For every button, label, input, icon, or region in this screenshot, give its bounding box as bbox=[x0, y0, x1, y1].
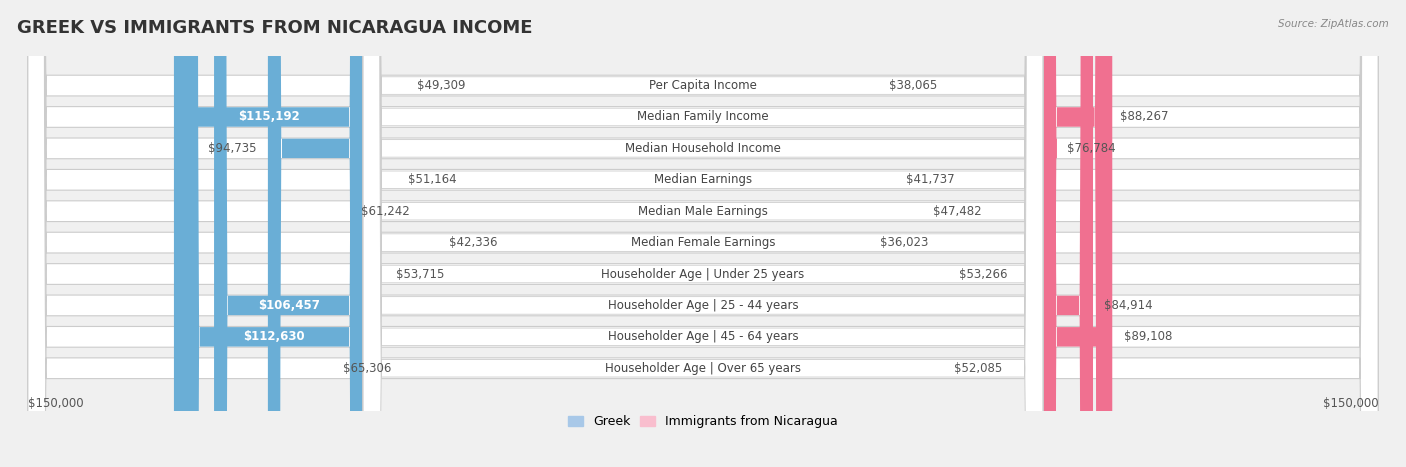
FancyBboxPatch shape bbox=[363, 0, 1043, 467]
Text: $51,164: $51,164 bbox=[408, 173, 457, 186]
Text: $42,336: $42,336 bbox=[449, 236, 498, 249]
Text: Source: ZipAtlas.com: Source: ZipAtlas.com bbox=[1278, 19, 1389, 28]
FancyBboxPatch shape bbox=[363, 0, 1043, 467]
Text: $106,457: $106,457 bbox=[257, 299, 319, 312]
FancyBboxPatch shape bbox=[28, 0, 1378, 467]
Text: Median Household Income: Median Household Income bbox=[626, 142, 780, 155]
Text: Median Earnings: Median Earnings bbox=[654, 173, 752, 186]
FancyBboxPatch shape bbox=[363, 0, 1043, 467]
FancyBboxPatch shape bbox=[28, 0, 1378, 467]
FancyBboxPatch shape bbox=[1043, 0, 1092, 467]
Text: Householder Age | Under 25 years: Householder Age | Under 25 years bbox=[602, 268, 804, 281]
Text: Median Female Earnings: Median Female Earnings bbox=[631, 236, 775, 249]
Text: Householder Age | 25 - 44 years: Householder Age | 25 - 44 years bbox=[607, 299, 799, 312]
Text: $150,000: $150,000 bbox=[1323, 396, 1378, 410]
FancyBboxPatch shape bbox=[363, 0, 1043, 467]
FancyBboxPatch shape bbox=[28, 0, 1378, 467]
Text: Householder Age | 45 - 64 years: Householder Age | 45 - 64 years bbox=[607, 330, 799, 343]
Text: $65,306: $65,306 bbox=[343, 362, 392, 375]
Text: $84,914: $84,914 bbox=[1105, 299, 1153, 312]
Text: $76,784: $76,784 bbox=[1067, 142, 1116, 155]
FancyBboxPatch shape bbox=[363, 0, 1043, 467]
FancyBboxPatch shape bbox=[28, 0, 1378, 467]
FancyBboxPatch shape bbox=[1043, 0, 1108, 467]
Text: $52,085: $52,085 bbox=[953, 362, 1002, 375]
FancyBboxPatch shape bbox=[363, 0, 1043, 467]
Text: $41,737: $41,737 bbox=[907, 173, 955, 186]
Text: $53,266: $53,266 bbox=[959, 268, 1008, 281]
FancyBboxPatch shape bbox=[214, 0, 363, 467]
FancyBboxPatch shape bbox=[28, 0, 1378, 467]
Text: $150,000: $150,000 bbox=[28, 396, 83, 410]
FancyBboxPatch shape bbox=[28, 0, 1378, 467]
FancyBboxPatch shape bbox=[186, 0, 363, 467]
Text: $115,192: $115,192 bbox=[238, 111, 299, 123]
Text: $61,242: $61,242 bbox=[361, 205, 411, 218]
Text: $36,023: $36,023 bbox=[880, 236, 928, 249]
Text: GREEK VS IMMIGRANTS FROM NICARAGUA INCOME: GREEK VS IMMIGRANTS FROM NICARAGUA INCOM… bbox=[17, 19, 533, 37]
FancyBboxPatch shape bbox=[28, 0, 1378, 467]
FancyBboxPatch shape bbox=[1042, 0, 1057, 467]
Text: $38,065: $38,065 bbox=[890, 79, 938, 92]
FancyBboxPatch shape bbox=[28, 0, 1378, 467]
FancyBboxPatch shape bbox=[1043, 0, 1112, 467]
Text: $94,735: $94,735 bbox=[208, 142, 256, 155]
Text: Per Capita Income: Per Capita Income bbox=[650, 79, 756, 92]
Text: $53,715: $53,715 bbox=[396, 268, 444, 281]
Text: $89,108: $89,108 bbox=[1123, 330, 1173, 343]
Text: $112,630: $112,630 bbox=[243, 330, 305, 343]
FancyBboxPatch shape bbox=[28, 0, 1378, 467]
Text: Median Male Earnings: Median Male Earnings bbox=[638, 205, 768, 218]
FancyBboxPatch shape bbox=[174, 0, 363, 467]
FancyBboxPatch shape bbox=[363, 0, 1043, 467]
Text: Median Family Income: Median Family Income bbox=[637, 111, 769, 123]
Legend: Greek, Immigrants from Nicaragua: Greek, Immigrants from Nicaragua bbox=[562, 410, 844, 433]
FancyBboxPatch shape bbox=[28, 0, 1378, 467]
FancyBboxPatch shape bbox=[363, 0, 1043, 467]
Text: $49,309: $49,309 bbox=[416, 79, 465, 92]
FancyBboxPatch shape bbox=[269, 0, 363, 467]
Text: $88,267: $88,267 bbox=[1121, 111, 1168, 123]
Text: $47,482: $47,482 bbox=[932, 205, 981, 218]
FancyBboxPatch shape bbox=[363, 0, 1043, 467]
FancyBboxPatch shape bbox=[363, 0, 1043, 467]
Text: Householder Age | Over 65 years: Householder Age | Over 65 years bbox=[605, 362, 801, 375]
